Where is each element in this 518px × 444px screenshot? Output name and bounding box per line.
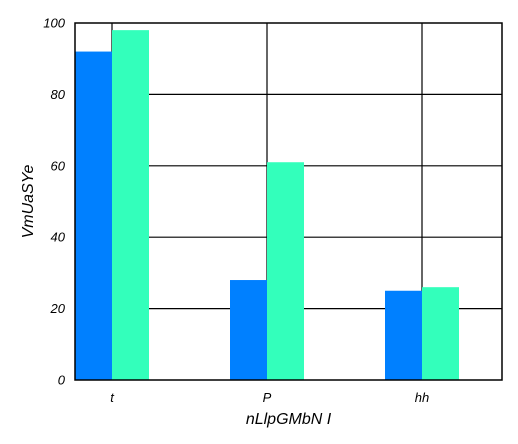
bar-series2-t <box>112 30 149 380</box>
bars <box>75 30 459 381</box>
bar-series2-P <box>267 162 304 380</box>
y-axis-label: VmUaSYe <box>20 164 37 238</box>
y-tick-label: 60 <box>51 158 66 173</box>
plot-frame <box>74 22 503 381</box>
y-tick-label: 80 <box>51 87 66 102</box>
y-ticks: 0 20 40 60 80 100 <box>43 16 65 388</box>
bar-series1-t <box>75 51 112 381</box>
x-tick-label: P <box>263 390 272 405</box>
x-axis-label: nLlpGMbN I <box>246 411 332 428</box>
bar-series2-hh <box>422 287 459 380</box>
bar-series1-P <box>230 280 267 380</box>
y-tick-label: 0 <box>58 373 66 388</box>
y-tick-label: 20 <box>50 301 66 316</box>
bar-series1-hh <box>385 290 422 380</box>
x-tick-label: hh <box>415 390 429 405</box>
y-tick-label: 100 <box>43 16 65 31</box>
y-tick-label: 40 <box>51 230 66 245</box>
x-tick-label: t <box>110 390 115 405</box>
